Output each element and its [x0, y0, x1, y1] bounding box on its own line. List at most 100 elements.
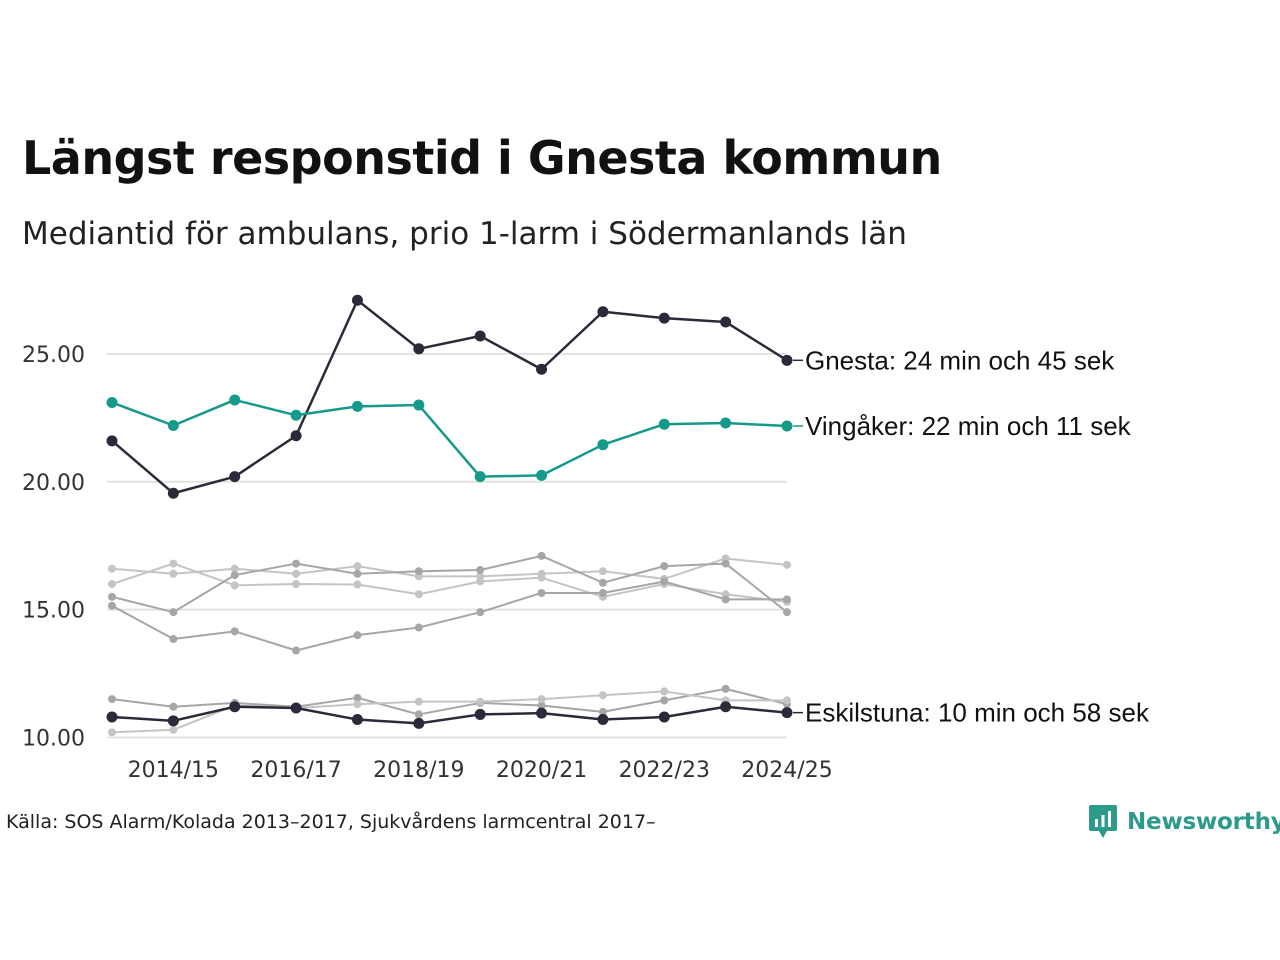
- data-point: [537, 701, 546, 710]
- data-point: [229, 701, 241, 713]
- background-series: [108, 551, 791, 737]
- x-axis-tick-labels: 2014/15 2016/17 2018/19 2020/21 2022/23 2024/…: [128, 758, 833, 783]
- data-point: [597, 439, 609, 451]
- series-label-vingaker: Vingåker: 22 min och 11 sek: [805, 411, 1132, 441]
- brand-logo: Newsworthy: [1088, 804, 1280, 840]
- data-point: [292, 559, 301, 568]
- x-tick-label: 2024/25: [741, 758, 832, 783]
- data-point: [537, 551, 546, 560]
- data-point: [169, 569, 178, 578]
- data-point: [781, 707, 793, 719]
- series-end-labels: Gnesta: 24 min och 45 sek Vingåker: 22 mi…: [793, 345, 1150, 728]
- data-point: [353, 569, 362, 578]
- data-point: [720, 701, 732, 713]
- data-point: [353, 693, 362, 702]
- data-point: [720, 417, 732, 429]
- data-point: [783, 595, 791, 604]
- data-point: [106, 711, 118, 723]
- data-point: [290, 702, 302, 714]
- series-line: [111, 705, 788, 725]
- data-point: [598, 707, 607, 716]
- data-point: [536, 363, 548, 375]
- data-point: [169, 725, 178, 734]
- data-point: [169, 559, 178, 568]
- data-point: [229, 471, 241, 483]
- data-point: [413, 717, 425, 729]
- data-point: [108, 728, 116, 737]
- data-point: [169, 702, 178, 711]
- series-line: [111, 580, 787, 652]
- data-point: [476, 565, 485, 574]
- x-tick-label: 2014/15: [128, 758, 219, 783]
- series-line: [111, 562, 788, 603]
- series-kommun-d: [108, 577, 791, 655]
- data-point: [660, 687, 669, 696]
- data-point: [660, 696, 669, 705]
- x-tick-label: 2016/17: [250, 758, 341, 783]
- data-point: [781, 420, 793, 432]
- data-point: [167, 715, 179, 727]
- y-tick-label: 25.00: [22, 343, 85, 368]
- data-point: [292, 580, 301, 589]
- x-tick-label: 2020/21: [496, 758, 587, 783]
- series-label-gnesta: Gnesta: 24 min och 45 sek: [805, 345, 1115, 375]
- data-point: [414, 590, 423, 599]
- brand-name: Newsworthy: [1127, 809, 1280, 835]
- data-point: [598, 578, 607, 587]
- data-point: [658, 711, 670, 723]
- data-point: [108, 601, 116, 610]
- data-point: [414, 697, 423, 706]
- data-point: [230, 564, 239, 573]
- data-point: [292, 646, 301, 655]
- data-point: [536, 469, 548, 481]
- data-point: [351, 714, 363, 726]
- data-point: [108, 592, 116, 601]
- data-point: [414, 623, 423, 632]
- data-point: [106, 435, 118, 447]
- data-point: [108, 580, 116, 589]
- data-point: [597, 306, 609, 318]
- data-point: [108, 695, 116, 704]
- data-point: [413, 399, 425, 411]
- series-line: [111, 554, 788, 614]
- data-point: [230, 571, 239, 580]
- chart-subtitle: Mediantid för ambulans, prio 1-larm i Sö…: [22, 216, 907, 252]
- data-point: [292, 569, 301, 578]
- data-point: [353, 580, 362, 589]
- data-point: [537, 588, 546, 597]
- data-point: [598, 567, 607, 576]
- data-point: [658, 312, 670, 324]
- data-point: [413, 343, 425, 355]
- series-line: [111, 557, 788, 580]
- data-point: [106, 397, 118, 408]
- data-point: [781, 354, 793, 366]
- data-point: [167, 487, 179, 499]
- data-point: [169, 608, 178, 617]
- x-tick-label: 2018/19: [373, 758, 464, 783]
- data-point: [353, 631, 362, 640]
- data-point: [476, 608, 485, 617]
- data-point: [474, 330, 486, 342]
- series-vingaker: [106, 394, 793, 483]
- data-point: [476, 697, 485, 706]
- series-kommun-c: [108, 551, 791, 617]
- data-point: [230, 627, 239, 636]
- y-tick-label: 15.00: [22, 599, 85, 624]
- data-point: [721, 559, 730, 568]
- data-point: [720, 316, 732, 328]
- data-point: [658, 418, 670, 430]
- data-point: [660, 562, 669, 571]
- y-axis-tick-labels: 10.00 15.00 20.00 25.00: [22, 343, 85, 752]
- data-point: [536, 707, 548, 719]
- data-point: [783, 696, 791, 705]
- data-point: [476, 577, 485, 586]
- series-kommun-b: [108, 559, 791, 606]
- data-point: [783, 608, 791, 617]
- data-point: [290, 430, 302, 442]
- data-point: [290, 409, 302, 421]
- data-point: [167, 420, 179, 432]
- chart-title: Längst responstid i Gnesta kommun: [22, 131, 942, 185]
- data-point: [108, 564, 116, 573]
- data-point: [660, 577, 669, 586]
- data-point: [598, 691, 607, 700]
